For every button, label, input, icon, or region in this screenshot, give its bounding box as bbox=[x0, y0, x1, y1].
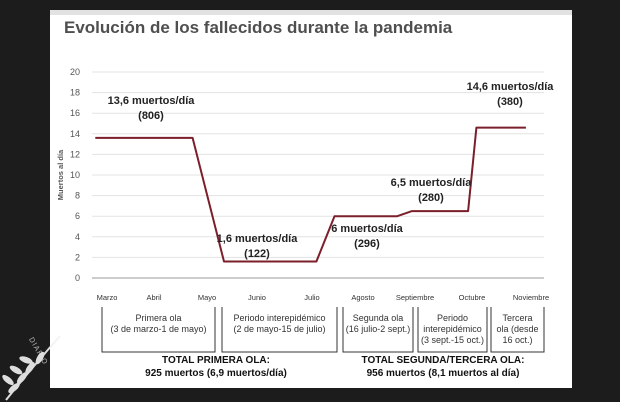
annotation-value: (280) bbox=[418, 192, 444, 204]
annotation-label: 13,6 muertos/día bbox=[108, 95, 196, 107]
y-tick-label: 12 bbox=[70, 149, 80, 159]
y-tick-label: 16 bbox=[70, 108, 80, 118]
top-stripe bbox=[50, 10, 572, 15]
period-dates: (16 julio-2 sept.) bbox=[346, 324, 411, 334]
annotation-label: 6 muertos/día bbox=[331, 223, 403, 235]
period-dates: ola (desde bbox=[496, 324, 538, 334]
total-value: 925 muertos (6,9 muertos/día) bbox=[145, 368, 287, 379]
y-tick-label: 18 bbox=[70, 88, 80, 98]
x-tick-label: Marzo bbox=[97, 293, 118, 302]
x-tick-label: Julio bbox=[304, 293, 319, 302]
period-dates: (2 de mayo-15 de julio) bbox=[233, 324, 325, 334]
series-line bbox=[95, 126, 526, 263]
period-label: Primera ola bbox=[135, 313, 181, 323]
period-bracket bbox=[101, 307, 216, 353]
x-tick-label: Octubre bbox=[459, 293, 486, 302]
period-bracket bbox=[417, 307, 488, 353]
y-tick-label: 10 bbox=[70, 170, 80, 180]
y-tick-label: 20 bbox=[70, 67, 80, 77]
period-label: Periodo bbox=[437, 313, 468, 323]
total-title: TOTAL PRIMERA OLA: bbox=[162, 355, 270, 366]
annotation-value: (380) bbox=[497, 96, 523, 108]
line-chart: 0 2 4 6 8 10 12 14 16 18 20 Muertos al día Marzo Abri… bbox=[56, 67, 555, 379]
annotation-value: (122) bbox=[244, 248, 270, 260]
x-tick-label: Abril bbox=[146, 293, 161, 302]
y-tick-label: 6 bbox=[75, 211, 80, 221]
y-tick-label: 8 bbox=[75, 191, 80, 201]
x-tick-label: Junio bbox=[248, 293, 266, 302]
annotation-value: (296) bbox=[354, 238, 380, 250]
period-bracket bbox=[342, 307, 414, 353]
period-label: Tercera bbox=[502, 313, 532, 323]
period-dates: interepidémico bbox=[423, 324, 482, 334]
laurel-watermark-icon bbox=[2, 335, 61, 401]
y-axis-label: Muertos al día bbox=[56, 149, 65, 200]
annotation-value: (806) bbox=[138, 110, 164, 122]
x-tick-label: Noviembre bbox=[513, 293, 549, 302]
period-dates: (3 sept.-15 oct.) bbox=[421, 335, 484, 345]
period-bracket bbox=[490, 307, 545, 353]
period-label: Segunda ola bbox=[353, 313, 404, 323]
annotation-label: 1,6 muertos/día bbox=[217, 233, 299, 245]
chart-title: Evolución de los fallecidos durante la p… bbox=[64, 18, 453, 37]
total-title: TOTAL SEGUNDA/TERCERA OLA: bbox=[362, 355, 525, 366]
x-tick-label: Septiembre bbox=[396, 293, 434, 302]
y-tick-label: 2 bbox=[75, 252, 80, 262]
y-tick-label: 14 bbox=[70, 129, 80, 139]
x-tick-label: Mayo bbox=[198, 293, 216, 302]
x-tick-label: Agosto bbox=[351, 293, 374, 302]
total-value: 956 muertos (8,1 muertos al día) bbox=[367, 368, 520, 379]
period-label: Periodo interepidémico bbox=[233, 313, 325, 323]
annotation-label: 14,6 muertos/día bbox=[467, 81, 555, 93]
chart-panel: Evolución de los fallecidos durante la p… bbox=[50, 10, 572, 388]
period-bracket bbox=[221, 307, 338, 353]
y-tick-label: 4 bbox=[75, 232, 80, 242]
period-dates: (3 de marzo-1 de mayo) bbox=[110, 324, 206, 334]
period-dates: 16 oct.) bbox=[502, 335, 532, 345]
y-tick-label: 0 bbox=[75, 273, 80, 283]
annotation-label: 6,5 muertos/día bbox=[391, 177, 473, 189]
